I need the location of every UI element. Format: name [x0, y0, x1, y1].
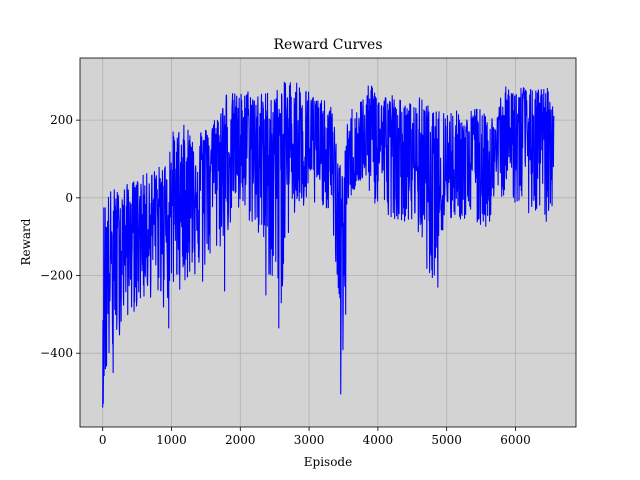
y-tick-label: −400 — [40, 346, 73, 360]
x-axis-label: Episode — [304, 455, 352, 469]
y-axis-ticks: −400 −200 0 200 — [40, 113, 80, 360]
x-tick-label: 1000 — [156, 433, 187, 447]
x-tick-label: 2000 — [225, 433, 256, 447]
y-tick-label: 200 — [50, 113, 73, 127]
x-tick-label: 6000 — [500, 433, 531, 447]
y-axis-label: Reward — [19, 218, 33, 265]
y-tick-label: 0 — [65, 191, 73, 205]
plot-area — [80, 58, 576, 427]
series-layer — [102, 81, 555, 408]
chart-title: Reward Curves — [273, 37, 382, 53]
x-tick-label: 4000 — [363, 433, 394, 447]
x-axis-ticks: 0 1000 2000 3000 4000 5000 6000 — [99, 427, 531, 447]
x-tick-label: 3000 — [294, 433, 325, 447]
y-tick-label: −200 — [40, 269, 73, 283]
x-tick-label: 5000 — [431, 433, 462, 447]
x-tick-label: 0 — [99, 433, 107, 447]
plot-frame — [79, 57, 577, 428]
reward-series-line — [102, 81, 555, 408]
